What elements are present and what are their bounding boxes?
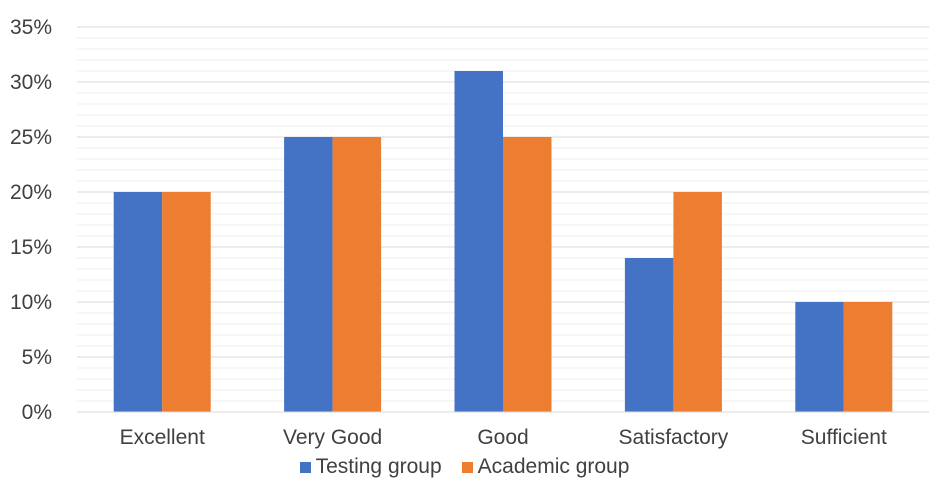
bar-testing-very-good: [284, 137, 333, 412]
bar-academic-very-good: [332, 137, 382, 412]
bar-chart: 0% 5% 10% 15% 20% 25% 30% 35% Excellent Very Goo…: [10, 16, 929, 449]
bar-academic-good: [503, 137, 552, 412]
legend-label-academic: Academic group: [477, 455, 630, 478]
y-tick-label: 15%: [10, 236, 52, 259]
x-category-label: Sufficient: [801, 426, 887, 449]
bar-testing-sufficient: [795, 302, 844, 412]
x-category-label: Good: [477, 426, 528, 449]
y-tick-label: 35%: [10, 16, 52, 39]
y-tick-label: 25%: [10, 126, 52, 149]
legend: Testing group Academic group: [0, 452, 929, 482]
y-tick-label: 10%: [10, 291, 52, 314]
x-category-label: Excellent: [120, 426, 205, 449]
x-axis-category-labels: Excellent Very Good Good Satisfactory Suffic…: [120, 426, 887, 449]
bar-academic-sufficient: [843, 302, 893, 412]
bars: [113, 71, 893, 412]
bar-testing-good: [454, 71, 503, 412]
x-category-label: Very Good: [283, 426, 382, 449]
y-tick-label: 20%: [10, 181, 52, 204]
y-axis-tick-labels: 0% 5% 10% 15% 20% 25% 30% 35%: [10, 16, 52, 424]
y-tick-label: 30%: [10, 71, 52, 94]
bar-academic-satisfactory: [673, 192, 722, 412]
bar-academic-excellent: [162, 192, 211, 412]
y-tick-label: 0%: [22, 401, 52, 424]
legend-swatch-testing: [299, 461, 311, 473]
bar-testing-excellent: [113, 192, 163, 412]
y-tick-label: 5%: [22, 346, 52, 369]
legend-label-testing: Testing group: [315, 455, 442, 478]
legend-item-academic: Academic group: [461, 455, 630, 479]
x-category-label: Satisfactory: [619, 426, 729, 449]
legend-swatch-academic: [461, 461, 473, 473]
legend-item-testing: Testing group: [299, 455, 442, 479]
bar-testing-satisfactory: [624, 258, 674, 412]
